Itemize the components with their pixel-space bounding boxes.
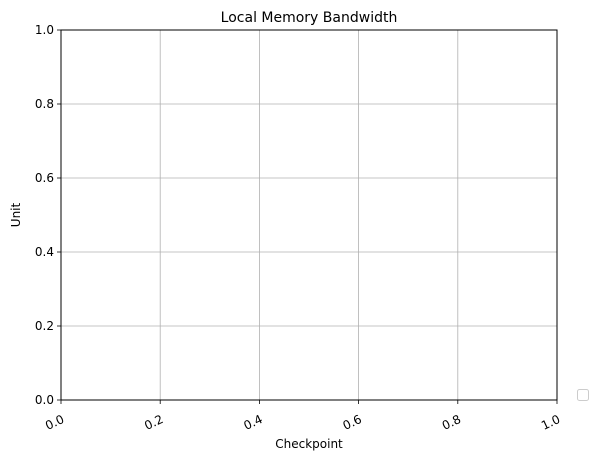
y-tick-label: 0.0 xyxy=(35,393,54,407)
y-tick-label: 0.6 xyxy=(35,171,54,185)
plot-frame xyxy=(60,29,558,401)
x-axis-label: Checkpoint xyxy=(275,437,343,451)
y-axis-label: Unit xyxy=(9,202,23,227)
y-tick-label: 0.8 xyxy=(35,97,54,111)
y-tick-label: 0.4 xyxy=(35,245,54,259)
x-tick-label: 1.0 xyxy=(539,412,562,433)
y-axis-ticks: 0.0 0.2 0.4 0.6 0.8 1.0 xyxy=(35,23,61,407)
x-tick-label: 0.0 xyxy=(43,412,66,433)
x-axis-ticks: 0.0 0.2 0.4 0.6 0.8 1.0 xyxy=(43,400,562,433)
y-tick-label: 0.2 xyxy=(35,319,54,333)
y-tick-label: 1.0 xyxy=(35,23,54,37)
x-tick-label: 0.2 xyxy=(142,412,165,433)
x-tick-label: 0.8 xyxy=(440,412,463,433)
legend-box xyxy=(577,389,589,401)
grid-lines xyxy=(60,29,558,401)
chart-title: Local Memory Bandwidth xyxy=(221,10,398,26)
x-tick-label: 0.6 xyxy=(341,412,364,433)
x-tick-label: 0.4 xyxy=(241,412,264,433)
